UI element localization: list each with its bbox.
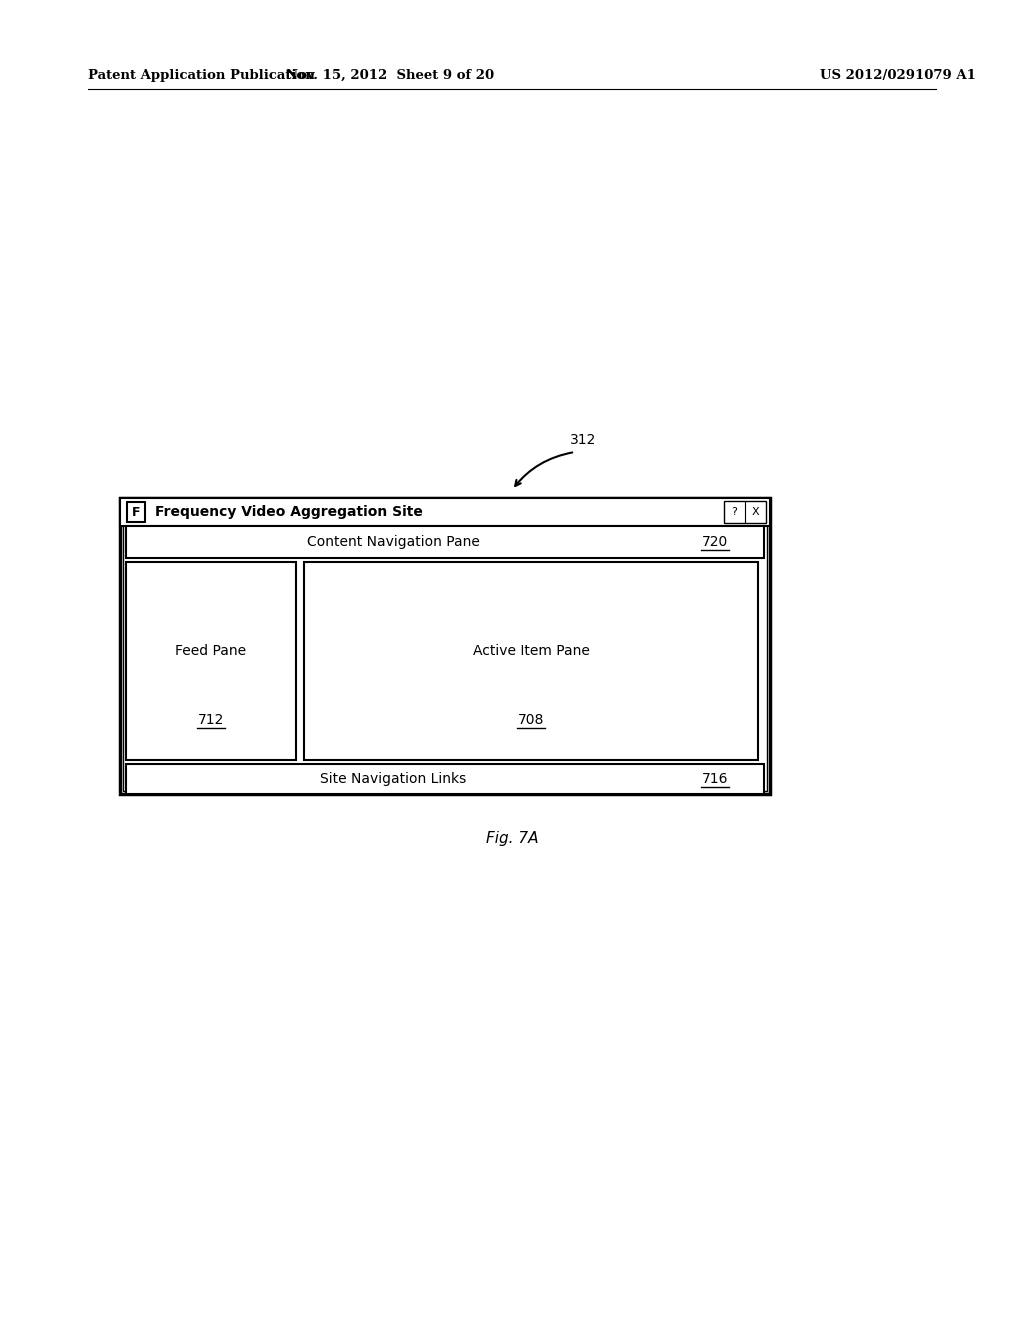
Bar [126, 764, 764, 795]
Text: ?: ? [731, 507, 737, 517]
Text: US 2012/0291079 A1: US 2012/0291079 A1 [820, 69, 976, 82]
Text: 312: 312 [570, 433, 596, 447]
Text: Content Navigation Pane: Content Navigation Pane [306, 535, 479, 549]
Text: F: F [132, 506, 140, 519]
Bar [126, 525, 764, 558]
Text: Feed Pane: Feed Pane [175, 644, 247, 659]
Text: Site Navigation Links: Site Navigation Links [319, 772, 466, 785]
Text: 708: 708 [518, 713, 544, 727]
Bar [123, 502, 767, 791]
Bar [126, 562, 296, 760]
Text: Nov. 15, 2012  Sheet 9 of 20: Nov. 15, 2012 Sheet 9 of 20 [286, 69, 494, 82]
Text: 720: 720 [701, 535, 728, 549]
Text: X: X [752, 507, 760, 517]
Text: 712: 712 [198, 713, 224, 727]
Text: Fig. 7A: Fig. 7A [485, 832, 539, 846]
Text: Frequency Video Aggregation Site: Frequency Video Aggregation Site [155, 506, 423, 519]
Bar [724, 502, 766, 523]
Text: Active Item Pane: Active Item Pane [472, 644, 590, 659]
Bar [120, 498, 770, 795]
Text: Patent Application Publication: Patent Application Publication [88, 69, 314, 82]
Bar [120, 498, 770, 525]
Bar [304, 562, 758, 760]
Bar [127, 502, 145, 521]
Text: 716: 716 [701, 772, 728, 785]
